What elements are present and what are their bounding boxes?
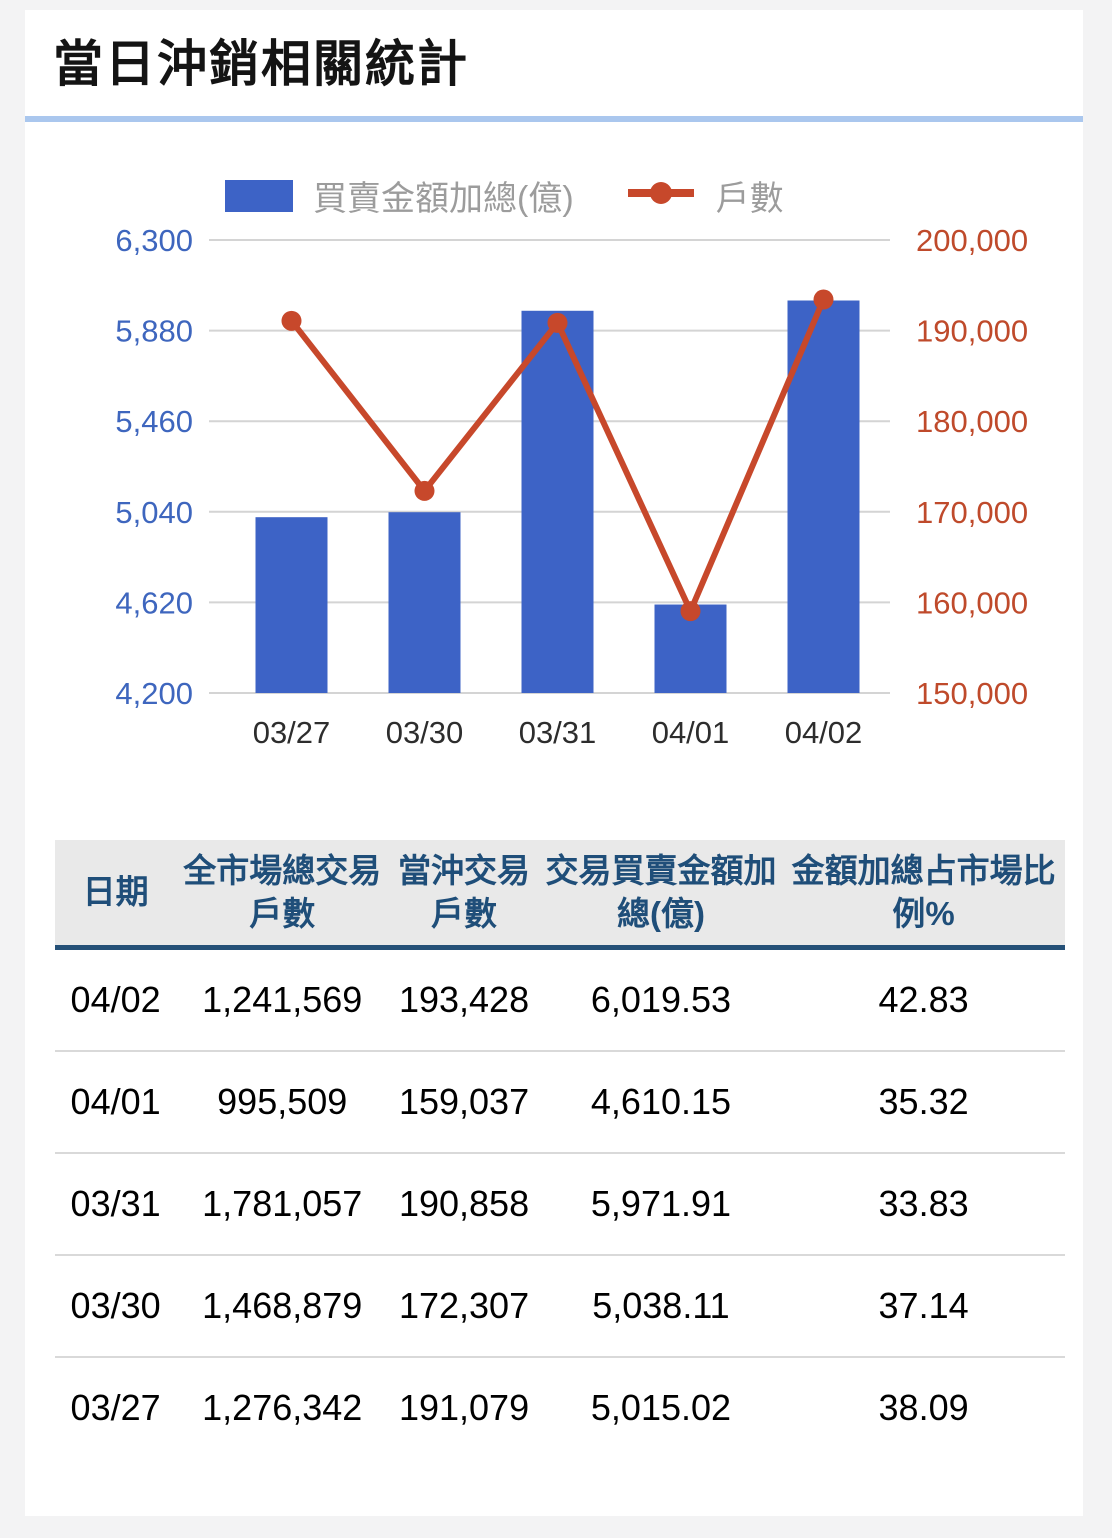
right-axis-tick-label: 200,000 bbox=[916, 223, 1028, 258]
table-cell: 33.83 bbox=[878, 1182, 969, 1224]
line-point-04/02 bbox=[813, 289, 834, 310]
x-axis-label: 03/30 bbox=[386, 715, 464, 750]
bar-03/30 bbox=[388, 511, 461, 693]
table-cell: 1,276,342 bbox=[202, 1386, 363, 1428]
table-cell: 6,019.53 bbox=[590, 978, 732, 1020]
line-series-marker-icon bbox=[626, 180, 696, 211]
right-axis-tick-label: 180,000 bbox=[916, 404, 1028, 439]
stats-col-header: 日期 bbox=[55, 839, 177, 950]
x-axis-label: 04/01 bbox=[652, 715, 730, 750]
right-axis-tick-label: 150,000 bbox=[916, 676, 1028, 711]
left-axis-tick-label: 4,200 bbox=[115, 676, 193, 711]
table-row: 03/30 1,468,879 172,307 5,038.11 37.14 bbox=[55, 1255, 1065, 1357]
table-cell: 03/30 bbox=[70, 1284, 161, 1326]
table-row: 04/01 995,509 159,037 4,610.15 35.32 bbox=[55, 1051, 1065, 1153]
table-cell: 193,428 bbox=[398, 978, 530, 1020]
table-cell: 5,038.11 bbox=[592, 1284, 730, 1326]
table-cell: 04/01 bbox=[70, 1080, 161, 1122]
title-divider bbox=[25, 115, 1083, 122]
line-series-legend-label: 戶數 bbox=[715, 180, 784, 218]
bar-04/02 bbox=[787, 300, 860, 693]
left-axis-tick-label: 5,460 bbox=[115, 404, 193, 439]
stats-table: 日期 全市場總交易戶數 當沖交易戶數 交易買賣金額加總(億) 金額加總占市場比例% 04… bbox=[55, 839, 1065, 1458]
stats-col-header: 金額加總占市場比例% bbox=[782, 839, 1065, 950]
table-row: 03/27 1,276,342 191,079 5,015.02 38.09 bbox=[55, 1357, 1065, 1458]
chart-area: 買賣金額加總(億) 戶數 6,300 200,000 5,880 190,000 5,4… bbox=[25, 122, 1083, 774]
bar-03/31 bbox=[521, 310, 594, 693]
report-card: 當日沖銷相關統計 買賣金額加總(億) 戶數 6,300 200,000 5,880 1… bbox=[25, 10, 1083, 1516]
table-cell: 4,610.15 bbox=[590, 1080, 732, 1122]
combo-chart: 6,300 200,000 5,880 190,000 5,460 180,000 5,04… bbox=[115, 223, 1028, 750]
line-point-03/31 bbox=[547, 312, 568, 333]
table-cell: 03/31 bbox=[70, 1182, 161, 1224]
bar-03/27 bbox=[255, 516, 328, 693]
right-axis-tick-label: 170,000 bbox=[916, 494, 1028, 529]
right-axis-tick-label: 160,000 bbox=[916, 585, 1028, 620]
table-cell: 35.32 bbox=[878, 1080, 969, 1122]
table-cell: 172,307 bbox=[398, 1284, 530, 1326]
table-cell: 190,858 bbox=[398, 1182, 530, 1224]
table-cell: 159,037 bbox=[398, 1080, 530, 1122]
page-title: 當日沖銷相關統計 bbox=[53, 36, 469, 92]
table-cell: 5,971.91 bbox=[590, 1182, 732, 1224]
x-axis-label: 03/31 bbox=[519, 715, 597, 750]
left-axis-tick-label: 6,300 bbox=[115, 223, 193, 258]
right-axis-tick-label: 190,000 bbox=[916, 313, 1028, 348]
x-axis-label: 04/02 bbox=[785, 715, 863, 750]
left-axis-tick-label: 5,880 bbox=[115, 313, 193, 348]
line-point-03/30 bbox=[414, 480, 435, 501]
stats-table-header: 日期 全市場總交易戶數 當沖交易戶數 交易買賣金額加總(億) 金額加總占市場比例% bbox=[55, 839, 1065, 950]
table-cell: 5,015.02 bbox=[590, 1386, 732, 1428]
stats-col-header: 全市場總交易戶數 bbox=[176, 839, 389, 950]
title-block: 當日沖銷相關統計 bbox=[25, 10, 1083, 116]
stats-col-header: 當沖交易戶數 bbox=[388, 839, 540, 950]
chart-legend: 買賣金額加總(億) 戶數 bbox=[25, 178, 1083, 218]
table-cell: 37.14 bbox=[878, 1284, 969, 1326]
bar-series-legend-label: 買賣金額加總(億) bbox=[313, 180, 574, 218]
left-axis-tick-label: 4,620 bbox=[115, 585, 193, 620]
table-cell: 1,241,569 bbox=[202, 978, 363, 1020]
line-point-04/01 bbox=[680, 600, 701, 621]
table-row: 04/02 1,241,569 193,428 6,019.53 42.83 bbox=[55, 947, 1065, 1051]
table-cell: 38.09 bbox=[878, 1386, 969, 1428]
stats-table-wrap: 日期 全市場總交易戶數 當沖交易戶數 交易買賣金額加總(億) 金額加總占市場比例% 04… bbox=[55, 839, 1065, 1458]
table-cell: 995,509 bbox=[217, 1080, 348, 1122]
table-cell: 42.83 bbox=[878, 978, 969, 1020]
table-row: 03/31 1,781,057 190,858 5,971.91 33.83 bbox=[55, 1153, 1065, 1255]
bar-series-swatch-icon bbox=[225, 179, 293, 212]
stats-col-header: 交易買賣金額加總(億) bbox=[539, 839, 783, 950]
table-cell: 1,781,057 bbox=[202, 1182, 363, 1224]
table-cell: 191,079 bbox=[398, 1386, 530, 1428]
table-cell: 1,468,879 bbox=[202, 1284, 363, 1326]
left-axis-tick-label: 5,040 bbox=[115, 494, 193, 529]
line-point-03/27 bbox=[281, 310, 302, 331]
table-cell: 03/27 bbox=[70, 1386, 161, 1428]
x-axis-label: 03/27 bbox=[253, 715, 331, 750]
table-cell: 04/02 bbox=[70, 978, 161, 1020]
